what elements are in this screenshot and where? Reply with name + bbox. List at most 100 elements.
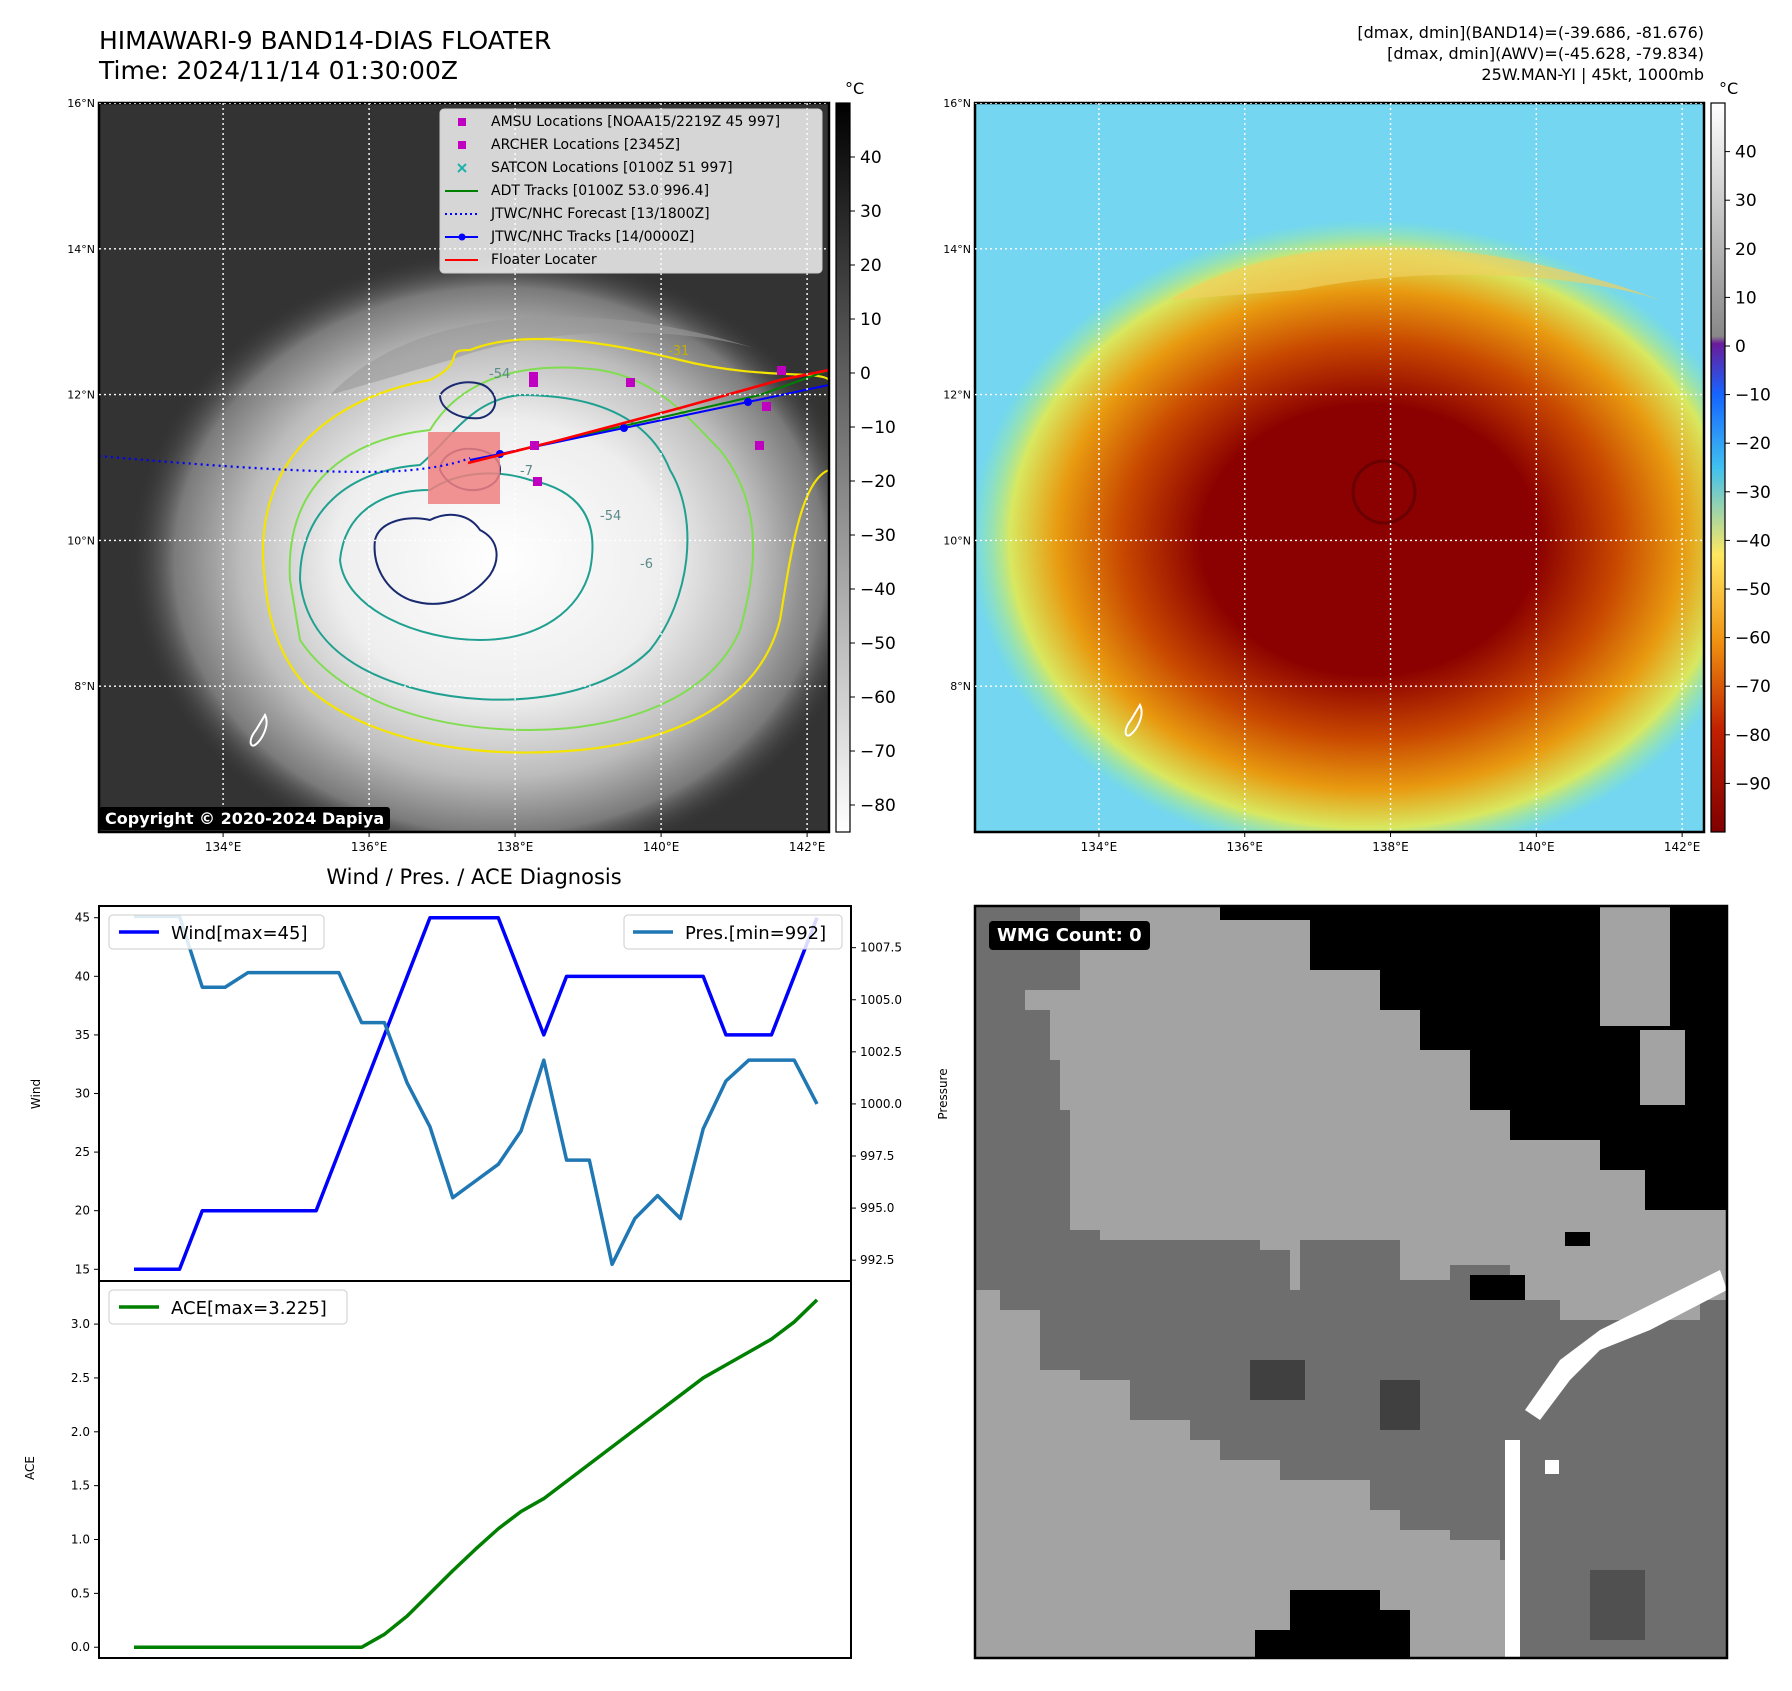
lat-tick-label: 16°N [67, 97, 95, 110]
colorbar-tick-label: −10 [860, 418, 896, 438]
pressure-tick-label: 1002.5 [860, 1045, 902, 1059]
ace-legend-label: ACE[max=3.225] [171, 1298, 327, 1319]
colorbar-tick-label: 40 [860, 148, 882, 168]
awv-gridlines [975, 103, 1704, 832]
lat-tick-label: 14°N [943, 243, 971, 256]
legend-label: ADT Tracks [0100Z 53.0 996.4] [491, 183, 710, 199]
colorbar-tick-label: −10 [1735, 386, 1771, 406]
ace-tick-label: 1.0 [71, 1533, 90, 1547]
colorbar-tick-label: 30 [860, 202, 882, 222]
legend-label: AMSU Locations [NOAA15/2219Z 45 997] [491, 114, 781, 130]
awv-colorbar: °C 40 30 20 10 0 −10 −20 −30 −40 −50 −60 −70 −80 −90 [1710, 79, 1771, 833]
wind-tick-label: 45 [75, 911, 90, 925]
colorbar-tick-label: −30 [1735, 483, 1771, 503]
pressure-tick-label: 1000.0 [860, 1097, 902, 1111]
ace-tick-label: 0.5 [71, 1586, 90, 1600]
lon-tick-label: 140°E [1518, 840, 1555, 854]
wind-legend-label: Wind[max=45] [171, 923, 308, 944]
lat-tick-label: 8°N [74, 680, 95, 693]
contour-label: -7 [520, 464, 533, 479]
pressure-tick-label: 1007.5 [860, 941, 902, 955]
colorbar-tick-label: 10 [860, 310, 882, 330]
lon-tick-label: 136°E [1226, 840, 1263, 854]
info-storm: 25W.MAN-YI | 45kt, 1000mb [1481, 65, 1704, 84]
wmg-count-badge: WMG Count: 0 [989, 921, 1150, 950]
ace-yticks: 0.0 0.5 1.0 1.5 2.0 2.5 3.0 [71, 1317, 99, 1654]
pressure-tick-label: 992.5 [860, 1253, 894, 1267]
lat-tick-label: 14°N [67, 243, 95, 256]
pressure-line [134, 914, 819, 1267]
pressure-yticks: 992.5 995.0 997.5 1000.0 1002.5 1005.0 1007.5 [851, 941, 902, 1267]
colorbar-tick-label: −70 [1735, 677, 1771, 697]
legend-marker-square [458, 118, 466, 126]
colorbar-tick-label: −50 [1735, 580, 1771, 600]
legend-marker-x [457, 163, 467, 173]
colorbar-tick-label: −40 [1735, 531, 1771, 551]
legend-label: SATCON Locations [0100Z 51 997] [491, 160, 733, 176]
colorbar-tick-label: −50 [860, 634, 896, 654]
figure-title: HIMAWARI-9 BAND14-DIAS FLOATER [99, 26, 552, 55]
contour-label: -54 [489, 367, 510, 382]
ace-line [134, 1298, 819, 1649]
pressure-legend: Pres.[min=992] [623, 914, 843, 950]
wind-tick-label: 30 [75, 1087, 90, 1101]
lon-tick-label: 142°E [789, 840, 826, 854]
colorbar-tick-label: −40 [860, 580, 896, 600]
colorbar-tick-label: 0 [860, 364, 871, 384]
legend-label: JTWC/NHC Tracks [14/0000Z] [491, 229, 695, 245]
colorbar-tick-label: −80 [860, 796, 896, 816]
lon-tick-label: 136°E [351, 840, 388, 854]
wind-axis-label: Wind [29, 1079, 43, 1109]
wind-tick-label: 25 [75, 1145, 90, 1159]
pressure-tick-label: 1005.0 [860, 993, 902, 1007]
pressure-tick-label: 995.0 [860, 1201, 894, 1215]
ace-tick-label: 2.5 [71, 1371, 90, 1385]
legend-marker-square [458, 141, 466, 149]
legend-marker-dot [458, 233, 466, 241]
colorbar-tick-label: 0 [1735, 337, 1746, 357]
lat-tick-label: 8°N [950, 680, 971, 693]
colorbar-tick-label: −60 [860, 688, 896, 708]
lat-tick-label: 12°N [67, 389, 95, 402]
wind-tick-label: 20 [75, 1204, 90, 1218]
lat-tick-label: 12°N [943, 389, 971, 402]
info-band14: [dmax, dmin](BAND14)=(-39.686, -81.676) [1357, 23, 1704, 42]
legend-label: JTWC/NHC Forecast [13/1800Z] [491, 206, 710, 222]
lon-tick-label: 138°E [1372, 840, 1409, 854]
awv-map [973, 101, 1706, 834]
copyright-badge: Copyright © 2020-2024 Dapiya [99, 807, 391, 830]
ace-axis-label: ACE [23, 1456, 37, 1480]
ace-tick-label: 0.0 [71, 1640, 90, 1654]
ir-legend [439, 108, 823, 274]
wind-legend: Wind[max=45] [108, 914, 325, 950]
awv-lon-ticks: 134°E 136°E 138°E 140°E 142°E [1081, 832, 1700, 854]
ir-colorbar-unit: °C [845, 79, 864, 98]
ace-series [134, 1298, 819, 1649]
lon-tick-label: 134°E [1081, 840, 1118, 854]
colorbar-tick-label: −90 [1735, 774, 1771, 794]
wind-tick-label: 15 [75, 1262, 90, 1276]
lon-tick-label: 138°E [497, 840, 534, 854]
ir-lat-ticks: 16°N 14°N 12°N 10°N 8°N [67, 97, 95, 693]
wind-tick-label: 35 [75, 1028, 90, 1042]
lat-tick-label: 10°N [943, 534, 971, 547]
contour-label: -6 [640, 557, 653, 572]
colorbar-tick-label: 30 [1735, 191, 1757, 211]
wind-series [134, 914, 819, 1272]
pressure-axis-label: Pressure [936, 1068, 950, 1119]
colorbar-tick-label: −20 [860, 472, 896, 492]
colorbar-tick-label: −20 [1735, 434, 1771, 454]
colorbar-tick-label: 20 [1735, 240, 1757, 260]
ace-tick-label: 3.0 [71, 1317, 90, 1331]
lon-tick-label: 134°E [205, 840, 242, 854]
ir-colorbar: °C 40 30 20 10 0 −10 −20 −30 −40 −50 −60 −70 −80 [835, 79, 896, 833]
lat-tick-label: 10°N [67, 534, 95, 547]
figure-time: Time: 2024/11/14 01:30:00Z [99, 56, 458, 85]
wind-tick-label: 40 [75, 969, 90, 983]
diagnosis-title: Wind / Pres. / ACE Diagnosis [326, 865, 621, 889]
ace-legend: ACE[max=3.225] [108, 1289, 348, 1325]
pressure-legend-label: Pres.[min=992] [685, 923, 826, 944]
info-awv: [dmax, dmin](AWV)=(-45.628, -79.834) [1387, 44, 1704, 63]
lon-tick-label: 140°E [643, 840, 680, 854]
